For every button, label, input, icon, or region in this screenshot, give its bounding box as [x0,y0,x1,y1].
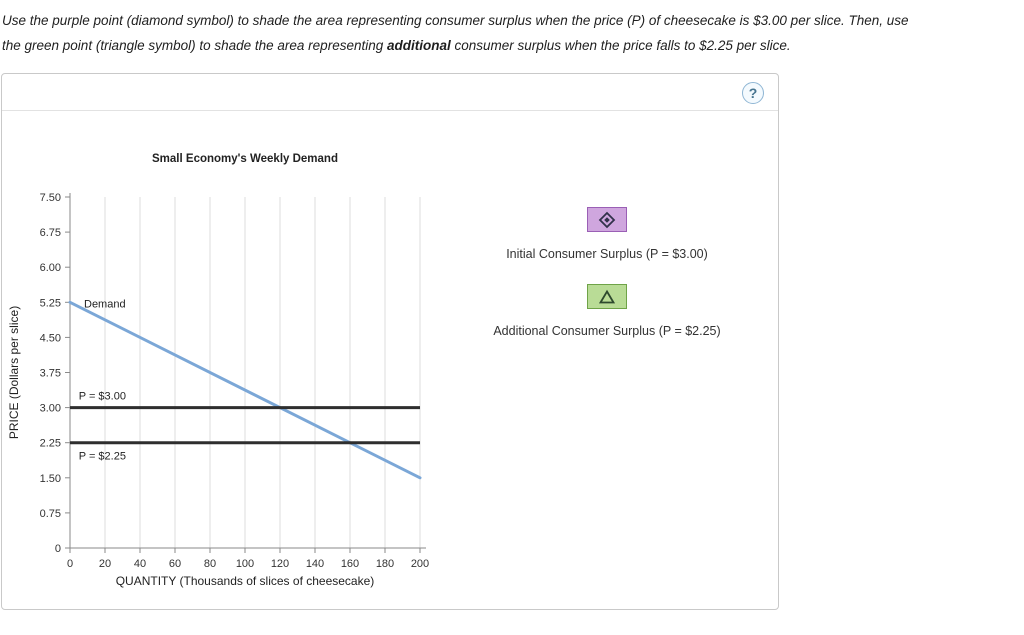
initial-surplus-point[interactable] [587,207,627,232]
help-icon[interactable]: ? [742,82,764,104]
x-tick-label: 140 [306,558,324,570]
x-tick-label: 60 [169,558,181,570]
y-tick-label: 7.50 [40,192,61,204]
graph-panel: ? 0 0.75 1.50 2.25 3.00 3.75 4.50 5.25 6.00 6.75 7… [1,73,779,610]
y-tick-label: 6.00 [40,262,61,274]
y-tick-label: 6.75 [40,227,61,239]
demand-label: Demand [84,298,126,310]
instructions-bold-word: additional [386,38,451,53]
instructions: Use the purple point (diamond symbol) to… [2,8,1022,58]
diamond-icon [598,211,616,228]
y-tick-label: 4.50 [40,332,61,344]
legend-item-additional: Additional Consumer Surplus (P = $2.25) [452,284,762,338]
legend-label-additional: Additional Consumer Surplus (P = $2.25) [493,324,721,338]
x-tick-label: 80 [204,558,216,570]
additional-surplus-point[interactable] [587,284,627,309]
y-tick-label: 0 [55,543,61,555]
y-tick-label: 3.00 [40,403,61,415]
x-tick-label: 40 [134,558,146,570]
y-axis-title: PRICE (Dollars per slice) [7,306,21,439]
x-tick-label: 120 [271,558,289,570]
legend-item-initial: Initial Consumer Surplus (P = $3.00) [452,207,762,261]
x-axis-title: QUANTITY (Thousands of slices of cheesec… [116,574,375,588]
y-tick-label: 3.75 [40,368,61,380]
y-tick-label: 0.75 [40,508,61,520]
x-tick-label: 200 [411,558,429,570]
x-tick-label: 20 [99,558,111,570]
instructions-line2-post: consumer surplus when the price falls to… [450,38,791,53]
demand-graph[interactable]: 0 0.75 1.50 2.25 3.00 3.75 4.50 5.25 6.00 6.75 7.5… [2,141,462,601]
triangle-icon [598,289,616,303]
x-tick-label: 100 [236,558,254,570]
x-tick-label: 0 [67,558,73,570]
x-tick-label: 160 [341,558,359,570]
p300-label: P = $3.00 [79,391,126,403]
panel-header: ? [2,74,778,111]
chart-title: Small Economy's Weekly Demand [152,153,338,165]
instructions-line1: Use the purple point (diamond symbol) to… [2,13,909,28]
p225-label: P = $2.25 [79,451,126,463]
legend: Initial Consumer Surplus (P = $3.00) Add… [452,207,762,361]
y-tick-label: 1.50 [40,473,61,485]
x-tick-label: 180 [376,558,394,570]
demand-line [68,300,422,480]
legend-label-initial: Initial Consumer Surplus (P = $3.00) [506,247,708,261]
instructions-line2-pre: the green point (triangle symbol) to sha… [2,38,387,53]
y-tick-label: 2.25 [40,438,61,450]
y-tick-label: 5.25 [40,297,61,309]
